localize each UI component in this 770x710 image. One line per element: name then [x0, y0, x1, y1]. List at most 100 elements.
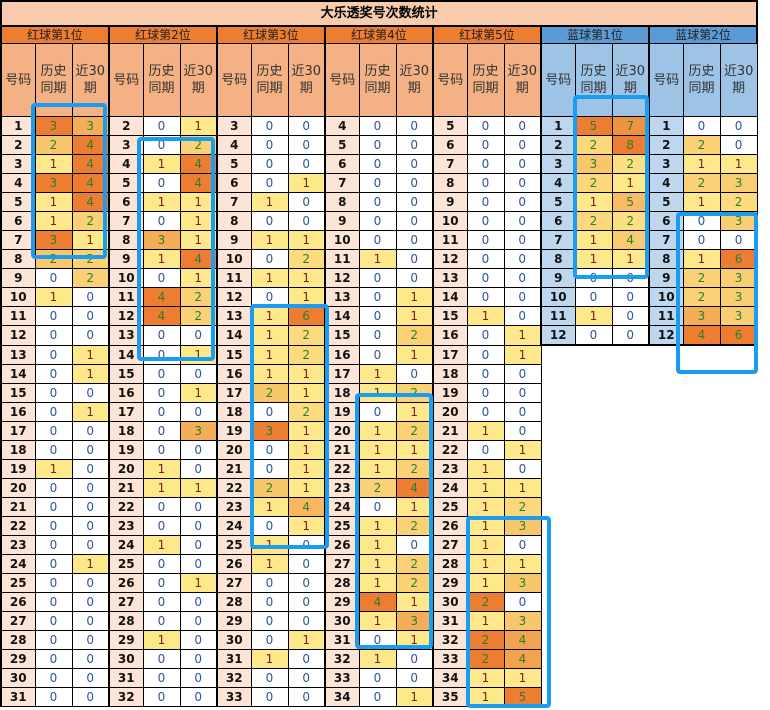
history-count: 0 [34, 439, 73, 460]
history-count: 0 [34, 382, 73, 403]
history-count: 1 [250, 230, 289, 250]
history-count: 0 [250, 401, 289, 422]
empty-cell [720, 573, 758, 592]
history-count: 1 [250, 192, 289, 212]
ball-number: 25 [432, 496, 468, 517]
recent30-column-header: 近30期 [611, 43, 650, 117]
empty-cell [720, 459, 758, 478]
ball-number: 7 [540, 230, 576, 250]
recent30-count: 2 [719, 192, 758, 212]
history-count: 0 [142, 382, 181, 403]
recent30-count: 0 [71, 667, 110, 688]
history-count: 0 [358, 667, 397, 688]
recent30-count: 1 [395, 401, 434, 422]
history-count: 0 [34, 420, 73, 441]
recent30-count: 2 [287, 249, 326, 269]
ball-number: 17 [108, 401, 144, 422]
history-count: 0 [358, 211, 397, 231]
recent30-count: 0 [503, 173, 542, 193]
empty-cell [720, 630, 758, 649]
group-header-1: 红球第1位 [0, 25, 110, 44]
recent30-count: 2 [395, 515, 434, 536]
history-count: 1 [358, 363, 397, 384]
empty-cell [541, 573, 575, 592]
recent30-count: 0 [395, 363, 434, 384]
history-count: 1 [34, 287, 73, 307]
recent30-count: 1 [287, 382, 326, 403]
history-count: 0 [250, 458, 289, 479]
empty-cell [575, 402, 612, 421]
recent30-count: 1 [287, 458, 326, 479]
empty-cell [612, 421, 649, 440]
recent30-count: 2 [71, 268, 110, 288]
ball-number: 9 [0, 268, 36, 288]
history-count: 0 [466, 230, 505, 250]
history-count: 0 [34, 268, 73, 288]
recent30-count: 0 [611, 287, 650, 307]
recent30-count: 1 [179, 192, 218, 212]
recent30-count: 0 [179, 515, 218, 536]
ball-number: 31 [216, 648, 252, 669]
empty-cell [612, 649, 649, 668]
recent30-count: 4 [503, 629, 542, 650]
history-count: 1 [682, 192, 721, 212]
recent30-count: 2 [71, 211, 110, 231]
history-count: 1 [142, 192, 181, 212]
ball-number: 24 [0, 553, 36, 574]
history-column-header: 历史同期 [142, 43, 181, 117]
recent30-count: 1 [71, 230, 110, 250]
ball-number: 10 [0, 287, 36, 307]
title-row: 大乐透奖号次数统计 [0, 0, 759, 27]
empty-cell [683, 459, 720, 478]
empty-cell [541, 611, 575, 630]
ball-number: 24 [324, 496, 360, 517]
ball-number: 16 [216, 363, 252, 384]
empty-cell [612, 478, 649, 497]
history-count: 0 [358, 192, 397, 212]
recent30-count: 0 [503, 230, 542, 250]
history-count: 0 [358, 401, 397, 422]
history-count: 3 [250, 420, 289, 441]
ball-number: 19 [216, 420, 252, 441]
empty-cell [649, 649, 683, 668]
ball-number: 25 [216, 534, 252, 555]
ball-number: 26 [324, 534, 360, 555]
recent30-count: 1 [179, 116, 218, 136]
recent30-count: 4 [287, 496, 326, 517]
empty-cell [649, 459, 683, 478]
group-header-6: 蓝球第1位 [540, 25, 650, 44]
recent30-count: 0 [395, 249, 434, 269]
empty-cell [612, 344, 649, 364]
recent30-count: 2 [395, 420, 434, 441]
recent30-count: 0 [71, 496, 110, 517]
ball-number: 21 [432, 420, 468, 441]
ball-number: 28 [108, 610, 144, 631]
history-count: 2 [574, 135, 613, 155]
table-row: 14 0 1 15 0 0 16 1 1 17 1 0 18 0 0 [0, 363, 758, 384]
recent30-count: 1 [395, 439, 434, 460]
history-count: 1 [466, 515, 505, 536]
empty-cell [683, 649, 720, 668]
ball-number: 30 [324, 610, 360, 631]
empty-cell [683, 497, 720, 516]
history-count: 1 [358, 610, 397, 631]
empty-cell [575, 687, 612, 706]
recent30-count: 3 [503, 515, 542, 536]
ball-number: 6 [0, 211, 36, 231]
ball-number: 11 [432, 230, 468, 250]
empty-cell [575, 478, 612, 497]
history-count: 2 [466, 648, 505, 669]
ball-number: 30 [108, 648, 144, 669]
sheet-title: 大乐透奖号次数统计 [0, 0, 759, 27]
ball-number: 27 [0, 610, 36, 631]
recent30-count: 0 [287, 610, 326, 631]
recent30-count: 0 [503, 458, 542, 479]
empty-cell [649, 687, 683, 706]
group-header-row: 红球第1位 红球第2位 红球第3位 红球第4位 红球第5位 蓝球第1位 蓝球第2位 [0, 25, 759, 44]
history-count: 0 [358, 154, 397, 174]
recent30-count: 4 [71, 192, 110, 212]
ball-number: 12 [216, 287, 252, 307]
empty-cell [541, 364, 575, 383]
